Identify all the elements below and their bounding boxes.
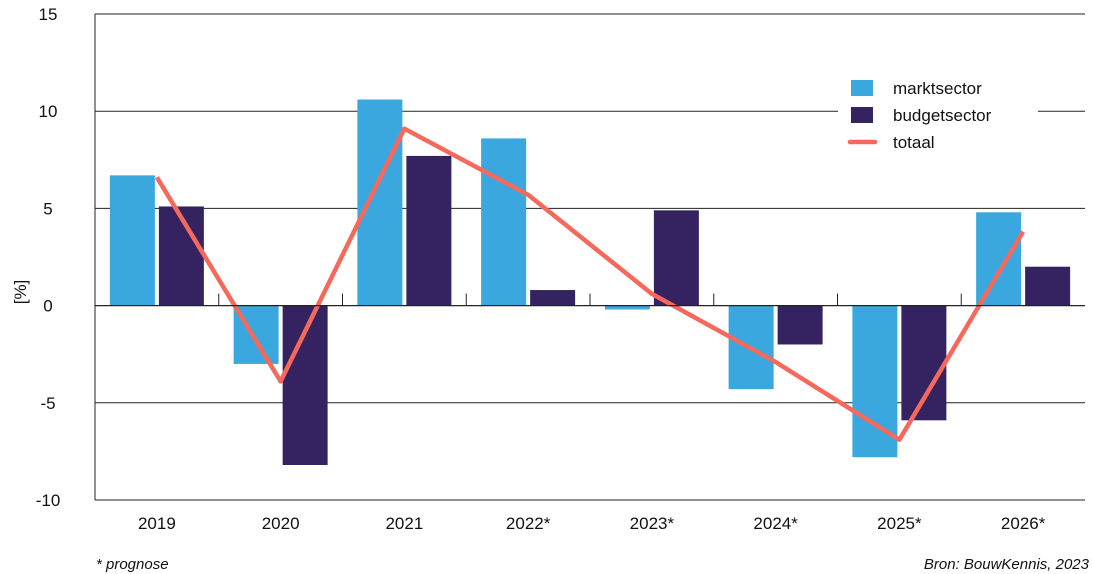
footnote-prognose: * prognose bbox=[96, 556, 169, 573]
legend-label-totaal: totaal bbox=[893, 133, 935, 152]
bar-marktsector bbox=[481, 138, 527, 306]
bar-marktsector bbox=[604, 305, 650, 310]
bar-budgetsector bbox=[901, 305, 947, 421]
x-tick-label: 2025* bbox=[877, 514, 922, 533]
x-tick-label: 2021 bbox=[385, 514, 423, 533]
legend-label-marktsector: marktsector bbox=[893, 79, 982, 98]
legend-swatch-marktsector bbox=[851, 80, 873, 96]
bar-budgetsector bbox=[530, 290, 576, 306]
y-tick-label: -5 bbox=[40, 394, 55, 413]
x-tick-label: 2024* bbox=[753, 514, 798, 533]
y-axis-ticks: 15 10 5 0 -5 -10 bbox=[36, 5, 61, 510]
x-axis-ticks: 2019 2020 2021 2022* 2023* 2024* 2025* 2026* bbox=[138, 514, 1046, 533]
line-totaal bbox=[154, 126, 1026, 442]
bar-marktsector bbox=[976, 212, 1022, 306]
x-tick-label: 2023* bbox=[630, 514, 675, 533]
y-tick-label: 0 bbox=[43, 297, 52, 316]
bar-budgetsector bbox=[158, 206, 204, 306]
y-tick-label: 5 bbox=[43, 199, 52, 218]
legend-label-budgetsector: budgetsector bbox=[893, 106, 992, 125]
bar-marktsector bbox=[109, 175, 155, 306]
x-tick-label: 2019 bbox=[138, 514, 176, 533]
bar-marktsector bbox=[357, 99, 403, 306]
y-tick-label: 15 bbox=[39, 5, 58, 24]
bar-budgetsector bbox=[777, 305, 823, 345]
source-note: Bron: BouwKennis, 2023 bbox=[923, 556, 1089, 573]
y-tick-label: -10 bbox=[36, 491, 61, 510]
total-line bbox=[154, 126, 1026, 442]
bar-budgetsector bbox=[1025, 266, 1071, 306]
y-axis-label: [%] bbox=[11, 280, 30, 305]
legend: marktsector budgetsector totaal bbox=[838, 72, 1038, 162]
x-tick-label: 2020 bbox=[262, 514, 300, 533]
bar-budgetsector bbox=[653, 210, 699, 306]
legend-swatch-budgetsector bbox=[851, 107, 873, 123]
x-tick-label: 2022* bbox=[506, 514, 551, 533]
axes bbox=[94, 14, 1085, 500]
bar-budgetsector bbox=[406, 155, 452, 306]
x-tick-label: 2026* bbox=[1001, 514, 1046, 533]
y-tick-label: 10 bbox=[39, 102, 58, 121]
